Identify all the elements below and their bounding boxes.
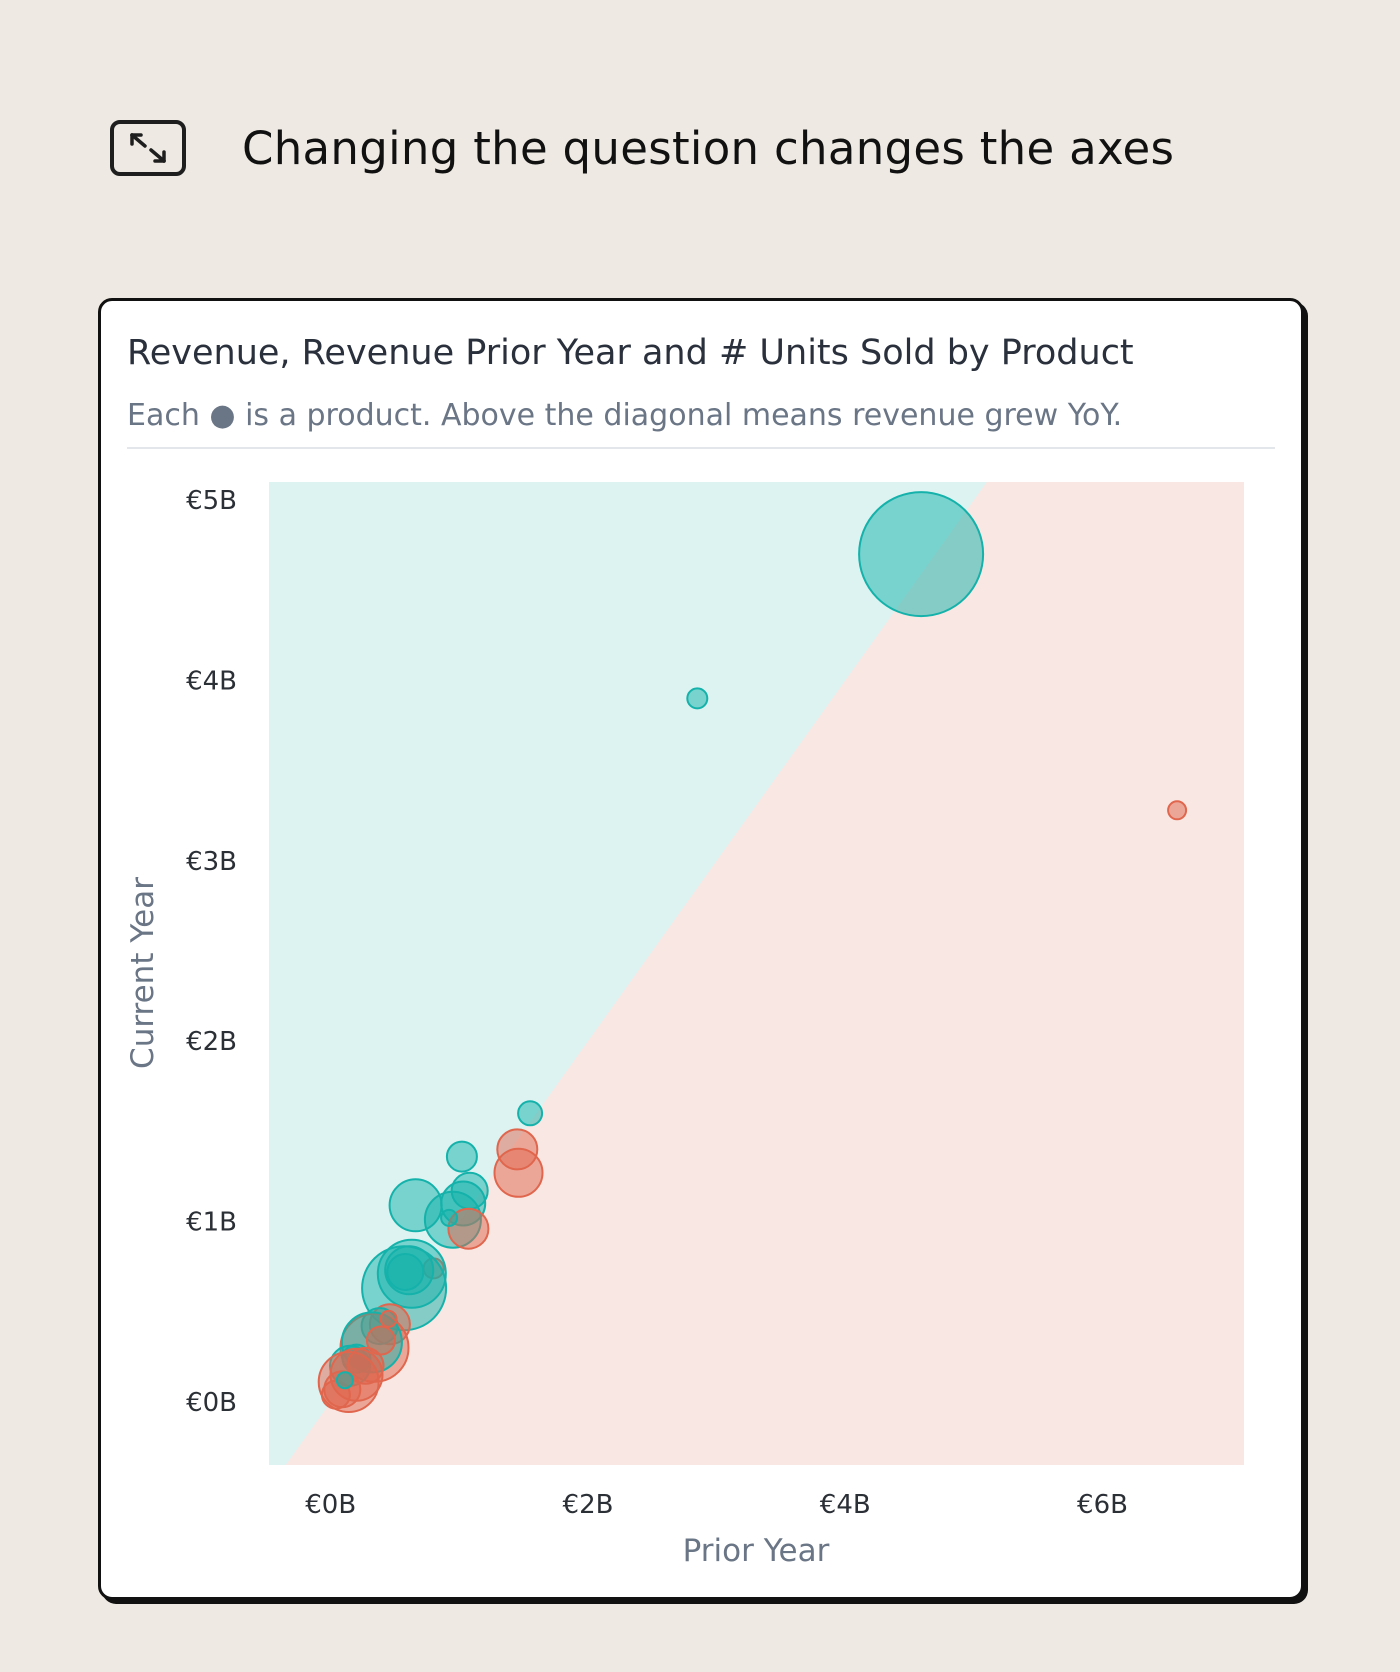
y-tick-label: €4B	[186, 666, 237, 696]
y-tick-label: €0B	[186, 1388, 237, 1418]
x-tick-label: €4B	[820, 1490, 871, 1520]
data-point-4	[445, 1140, 478, 1173]
y-tick-label: €3B	[186, 847, 237, 877]
y-axis-title: Current Year	[125, 877, 161, 1069]
expand-arrows-icon	[130, 133, 166, 163]
data-point-1	[686, 687, 709, 710]
data-point-6	[493, 1147, 544, 1198]
title-divider	[127, 447, 1275, 449]
x-tick-label: €2B	[563, 1490, 614, 1520]
data-point-31	[335, 1371, 354, 1390]
data-point-12	[440, 1208, 459, 1227]
y-tick-label: €5B	[186, 486, 237, 516]
x-axis-title: Prior Year	[683, 1533, 830, 1569]
chart-subtitle: Each ● is a product. Above the diagonal …	[127, 398, 1123, 433]
expand-icon[interactable]	[110, 120, 186, 176]
scatter-chart: €0B €2B €4B €6B €0B €1B €2B €3B €4B €5B Prior Ye…	[125, 482, 1244, 1569]
x-axis-ticks: €0B €2B €4B €6B	[305, 1490, 1128, 1520]
y-tick-label: €1B	[186, 1208, 237, 1238]
data-point-2	[1167, 800, 1188, 821]
x-tick-label: €6B	[1077, 1490, 1128, 1520]
chart-title: Revenue, Revenue Prior Year and # Units …	[127, 333, 1134, 373]
data-points	[317, 491, 1188, 1413]
data-point-22	[365, 1325, 396, 1356]
data-point-23	[379, 1309, 398, 1328]
data-point-0	[858, 491, 985, 618]
data-point-17	[386, 1253, 425, 1291]
x-tick-label: €0B	[305, 1490, 356, 1520]
page-title: Changing the question changes the axes	[242, 121, 1175, 175]
chart-card: Revenue, Revenue Prior Year and # Units …	[98, 298, 1304, 1600]
data-point-3	[517, 1100, 544, 1127]
y-axis-ticks: €0B €1B €2B €3B €4B €5B	[186, 486, 237, 1418]
y-tick-label: €2B	[186, 1027, 237, 1057]
page-header: Changing the question changes the axes	[110, 120, 1174, 176]
data-point-11	[447, 1207, 490, 1250]
